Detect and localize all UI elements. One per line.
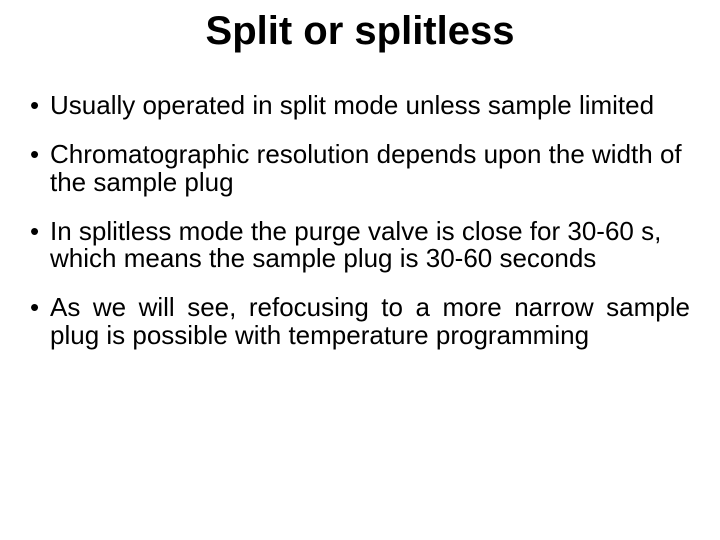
bullet-text: Chromatographic resolution depends upon … (50, 139, 682, 196)
slide-title: Split or splitless (30, 10, 690, 52)
bullet-text: In splitless mode the purge valve is clo… (50, 216, 661, 273)
bullet-text: As we will see, refocusing to a more nar… (50, 292, 690, 349)
bullet-item: Usually operated in split mode unless sa… (30, 92, 690, 119)
slide: Split or splitless Usually operated in s… (0, 0, 720, 540)
bullet-item: Chromatographic resolution depends upon … (30, 141, 690, 196)
bullet-list: Usually operated in split mode unless sa… (30, 92, 690, 349)
bullet-item: As we will see, refocusing to a more nar… (30, 294, 690, 349)
bullet-text: Usually operated in split mode unless sa… (50, 90, 654, 120)
bullet-item: In splitless mode the purge valve is clo… (30, 218, 690, 273)
